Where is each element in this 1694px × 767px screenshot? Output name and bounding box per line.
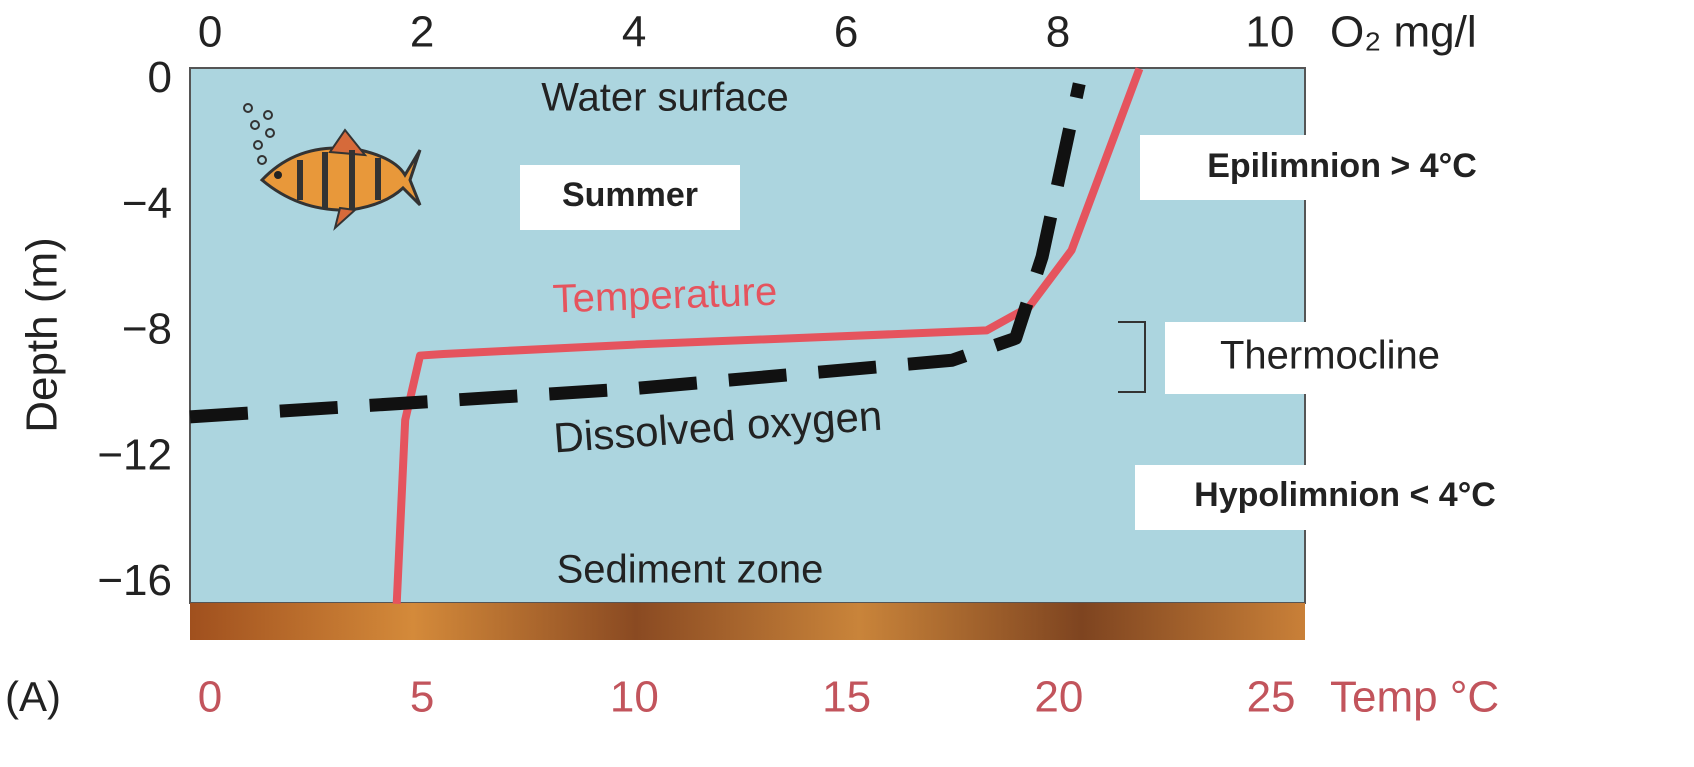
x2-tick-label: 20 xyxy=(1034,673,1083,722)
y-tick-label: −12 xyxy=(97,430,172,479)
x2-tick-label: 15 xyxy=(822,673,871,722)
y-tick-label: −4 xyxy=(122,179,172,228)
series-label: Temperature xyxy=(552,270,778,322)
x-tick-label: 2 xyxy=(410,8,434,57)
y-tick-label: 0 xyxy=(148,53,172,102)
x2-tick-label: 10 xyxy=(610,673,659,722)
annotation: Water surface xyxy=(541,76,788,120)
annotation: Summer xyxy=(562,176,698,214)
x-tick-label: 10 xyxy=(1246,8,1295,57)
panel-label: (A) xyxy=(5,673,61,720)
y-axis-label: Depth (m) xyxy=(18,237,67,433)
x-tick-label: 4 xyxy=(622,8,646,57)
x2-tick-label: 25 xyxy=(1247,673,1296,722)
annotation: Sediment zone xyxy=(557,548,824,592)
y-tick-label: −16 xyxy=(97,556,172,605)
x2-axis-label: Temp °C xyxy=(1330,673,1499,722)
x-tick-label: 6 xyxy=(834,8,858,57)
annotation: Thermocline xyxy=(1220,334,1440,378)
x-tick-label: 0 xyxy=(198,8,222,57)
y-tick-label: −8 xyxy=(122,305,172,354)
x-tick-label: 8 xyxy=(1046,8,1070,57)
x2-tick-label: 5 xyxy=(410,673,434,722)
sediment xyxy=(190,603,1305,640)
x2-tick-label: 0 xyxy=(198,673,222,722)
annotation: Epilimnion > 4°C xyxy=(1207,147,1477,185)
x-axis-label: O₂ mg/l xyxy=(1330,8,1477,57)
chart: (A) Depth (m) O₂ mg/l Temp °C 0 2 4 6 8 10 0 5 1… xyxy=(0,0,1694,767)
annotation: Hypolimnion < 4°C xyxy=(1194,476,1496,514)
